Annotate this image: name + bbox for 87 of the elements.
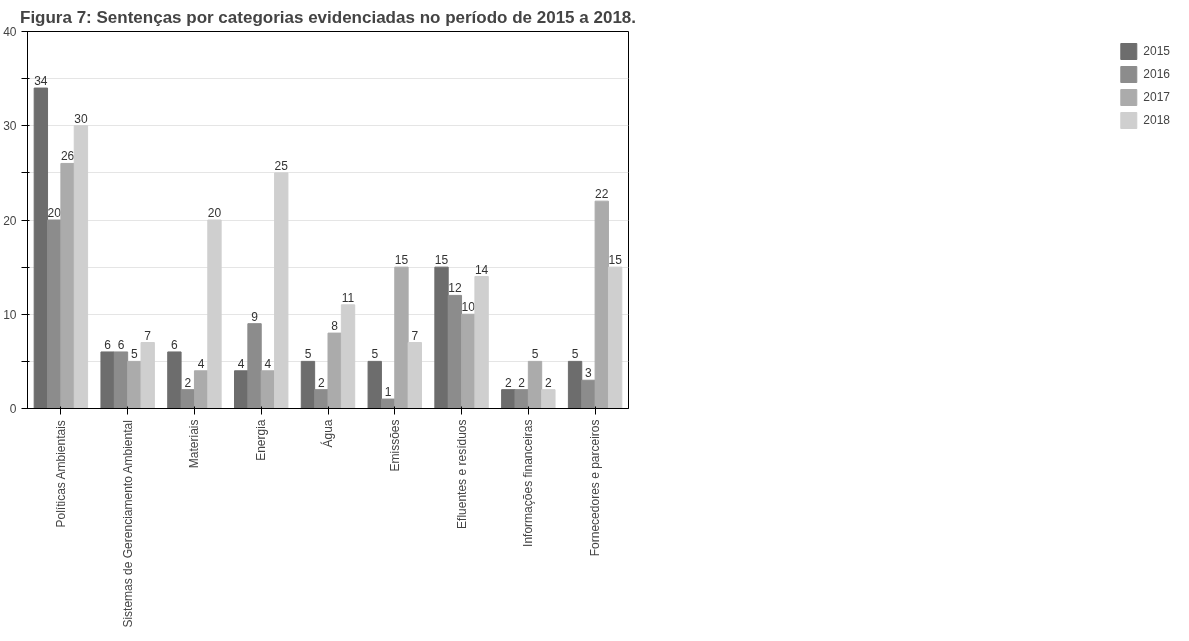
data-label: 2 bbox=[518, 375, 526, 390]
x-tick-label: Efluentes e resíduos bbox=[454, 419, 469, 529]
bar bbox=[113, 351, 129, 409]
bar bbox=[607, 266, 623, 409]
data-label: 5 bbox=[131, 347, 139, 362]
bar bbox=[60, 162, 75, 409]
y-tick-label: 20 bbox=[3, 213, 17, 228]
bar bbox=[367, 360, 382, 409]
data-label: 2 bbox=[317, 375, 325, 390]
data-label: 7 bbox=[411, 328, 419, 343]
bar bbox=[234, 370, 249, 409]
legend-label: 2017 bbox=[1143, 90, 1170, 104]
bar bbox=[193, 370, 209, 409]
bar bbox=[73, 125, 89, 409]
bar bbox=[180, 389, 195, 409]
bar bbox=[567, 360, 583, 409]
bar bbox=[340, 304, 356, 409]
data-label: 8 bbox=[331, 319, 339, 334]
data-label: 12 bbox=[448, 281, 462, 296]
bar bbox=[541, 389, 556, 409]
bar bbox=[380, 398, 396, 409]
data-label: 5 bbox=[304, 347, 312, 362]
bar bbox=[447, 294, 463, 409]
bar bbox=[514, 389, 529, 409]
bar bbox=[594, 200, 609, 409]
data-label: 25 bbox=[274, 158, 289, 173]
bar bbox=[47, 219, 62, 409]
data-label: 15 bbox=[608, 253, 623, 268]
data-label: 2 bbox=[545, 375, 553, 390]
bar bbox=[247, 323, 262, 409]
y-tick-label: 0 bbox=[9, 402, 17, 416]
data-label: 34 bbox=[34, 74, 48, 89]
data-label: 4 bbox=[197, 356, 205, 371]
y-tick-label: 40 bbox=[3, 25, 17, 39]
data-label: 6 bbox=[171, 337, 179, 352]
data-label: 5 bbox=[571, 347, 579, 362]
legend-label: 2016 bbox=[1143, 67, 1170, 81]
bar bbox=[207, 219, 222, 409]
bar bbox=[33, 87, 49, 409]
data-label: 11 bbox=[341, 290, 355, 305]
data-label: 26 bbox=[60, 149, 75, 164]
bar bbox=[394, 266, 409, 409]
x-tick-label: Fornecedores e parceiros bbox=[588, 419, 603, 557]
data-label: 7 bbox=[144, 328, 152, 343]
bar bbox=[300, 360, 316, 409]
data-label: 20 bbox=[207, 206, 222, 220]
data-label: 3 bbox=[585, 366, 593, 381]
bar bbox=[474, 276, 489, 409]
data-label: 2 bbox=[184, 375, 192, 390]
data-label: 6 bbox=[117, 337, 125, 352]
y-tick-label: 30 bbox=[3, 119, 17, 134]
bar bbox=[167, 351, 182, 409]
bar bbox=[407, 342, 422, 409]
x-tick-label: Sistemas de Gerenciamento Ambiental bbox=[120, 420, 135, 628]
legend-label: 2015 bbox=[1143, 44, 1170, 58]
x-tick-label: Emissões bbox=[387, 419, 402, 472]
x-tick-label: Energia bbox=[254, 419, 269, 461]
data-label: 5 bbox=[531, 347, 539, 362]
data-label: 4 bbox=[264, 356, 272, 371]
data-label: 15 bbox=[394, 253, 409, 268]
data-label: 14 bbox=[474, 262, 489, 277]
data-label: 20 bbox=[47, 206, 62, 220]
bar bbox=[434, 266, 449, 409]
bar bbox=[100, 351, 115, 409]
data-label: 5 bbox=[371, 347, 379, 362]
bar bbox=[327, 332, 342, 409]
bar bbox=[260, 370, 276, 409]
chart-title: Figura 7: Sentenças por categorias evidenciadas no período de 2015 a 2018. bbox=[19, 7, 637, 27]
bar bbox=[527, 360, 543, 409]
bar bbox=[461, 313, 476, 409]
data-label: 30 bbox=[74, 111, 88, 126]
y-tick-label: 10 bbox=[3, 307, 17, 322]
data-label: 9 bbox=[251, 309, 259, 324]
x-tick-label: Informações financeiras bbox=[521, 419, 536, 547]
x-tick-label: Materiais bbox=[187, 419, 202, 469]
data-label: 2 bbox=[504, 375, 512, 390]
data-label: 10 bbox=[461, 300, 476, 315]
legend-label: 2018 bbox=[1143, 113, 1170, 127]
data-label: 6 bbox=[104, 337, 112, 352]
data-label: 22 bbox=[595, 187, 609, 202]
data-label: 15 bbox=[434, 253, 449, 268]
x-tick-label: Políticas Ambientais bbox=[53, 420, 68, 528]
data-label: 1 bbox=[384, 385, 392, 400]
data-label: 4 bbox=[237, 356, 245, 371]
bar bbox=[140, 342, 155, 409]
x-tick-label: Água bbox=[320, 419, 335, 448]
bar bbox=[274, 172, 289, 409]
